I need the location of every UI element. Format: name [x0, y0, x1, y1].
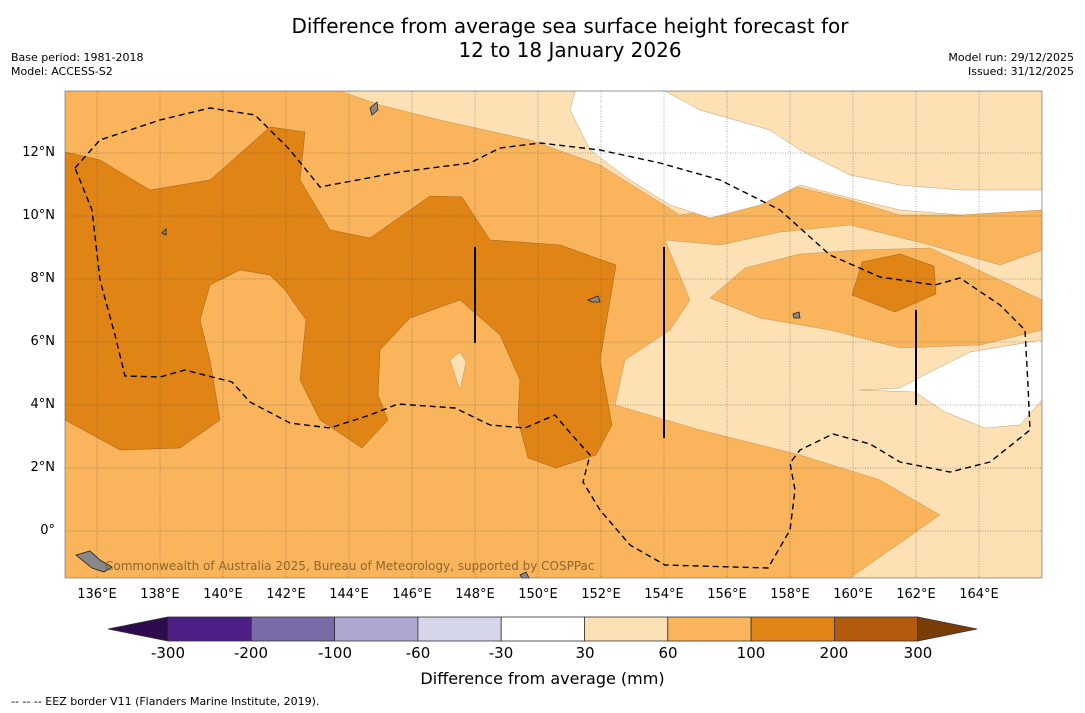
lon-label-140e: 140°E	[203, 587, 243, 602]
colorbar-tick: 60	[658, 644, 678, 662]
lon-label-160e: 160°E	[833, 587, 873, 602]
colorbar-seg-3	[334, 616, 419, 642]
lon-label-144e: 144°E	[329, 587, 369, 602]
island-png-north	[75, 550, 113, 573]
lon-label-156e: 156°E	[707, 587, 747, 602]
island-small-3	[161, 228, 167, 236]
model-info: Base period: 1981-2018 Model: ACCESS-S2	[11, 51, 143, 79]
lon-label-148e: 148°E	[455, 587, 495, 602]
eez-border	[74, 107, 1031, 569]
lat-label-0: 0°	[40, 523, 55, 538]
lat-label-4n: 4°N	[30, 397, 56, 412]
lon-label-150e: 150°E	[518, 587, 558, 602]
colorbar-tick: 30	[575, 644, 595, 662]
lon-label-136e: 136°E	[77, 587, 117, 602]
band-100-200-west	[65, 126, 617, 469]
colorbar-over	[917, 616, 978, 642]
colorbar-tick: -30	[488, 644, 514, 662]
base-period: Base period: 1981-2018	[11, 51, 144, 64]
colorbar-seg-9	[834, 616, 919, 642]
colorbar-seg-8	[750, 616, 835, 642]
island-small-2	[587, 295, 601, 303]
band-white-north	[569, 91, 1042, 219]
colorbar	[107, 616, 978, 642]
lon-label-138e: 138°E	[140, 587, 180, 602]
eez-footnote: -- -- -- EEZ border V11 (Flanders Marine…	[11, 695, 320, 708]
title-line-2: 12 to 18 January 2026	[458, 38, 682, 62]
colorbar-seg-2	[250, 616, 336, 642]
lon-label-142e: 142°E	[266, 587, 306, 602]
copyright-watermark: Commonwealth of Australia 2025, Bureau o…	[105, 559, 595, 573]
colorbar-tick: 200	[819, 644, 849, 662]
colorbar-tick: 100	[736, 644, 766, 662]
band-white-east	[859, 339, 1042, 429]
island-pohnpei	[792, 311, 801, 319]
model-run: Model run: 29/12/2025	[948, 51, 1074, 64]
colorbar-seg-4	[417, 616, 502, 642]
lon-label-164e: 164°E	[959, 587, 999, 602]
contour-fill	[65, 91, 1042, 578]
lat-label-10n: 10°N	[22, 208, 55, 223]
colorbar-seg-1	[167, 616, 252, 642]
colorbar-under	[107, 616, 169, 642]
colorbar-tick: -300	[150, 644, 186, 662]
band-30-60-blob	[449, 351, 467, 391]
title-line-1: Difference from average sea surface heig…	[291, 14, 849, 38]
issued-date: Issued: 31/12/2025	[967, 65, 1074, 78]
colorbar-seg-5	[500, 616, 585, 642]
band-100-200-east-core	[851, 253, 937, 313]
lon-label-146e: 146°E	[392, 587, 432, 602]
lat-label-12n: 12°N	[22, 145, 55, 160]
lat-label-2n: 2°N	[30, 460, 56, 475]
colorbar-label: Difference from average (mm)	[420, 669, 665, 688]
lat-label-6n: 6°N	[30, 334, 56, 349]
colorbar-tick: 300	[903, 644, 933, 662]
lon-label-162e: 162°E	[896, 587, 936, 602]
island-guam	[369, 101, 379, 116]
lon-label-154e: 154°E	[644, 587, 684, 602]
colorbar-tick: -100	[317, 644, 353, 662]
colorbar-seg-7	[667, 616, 752, 642]
colorbar-tick: -200	[233, 644, 269, 662]
colorbar-tick: -60	[405, 644, 431, 662]
run-info: Model run: 29/12/2025 Issued: 31/12/2025	[948, 51, 1074, 79]
boundary-lines	[474, 247, 917, 438]
map-frame	[64, 90, 1043, 579]
lat-label-8n: 8°N	[30, 271, 56, 286]
lon-label-152e: 152°E	[581, 587, 621, 602]
lon-label-158e: 158°E	[770, 587, 810, 602]
colorbar-seg-6	[584, 616, 669, 642]
model-name: Model: ACCESS-S2	[11, 65, 113, 78]
map-title: Difference from average sea surface heig…	[0, 14, 1085, 62]
